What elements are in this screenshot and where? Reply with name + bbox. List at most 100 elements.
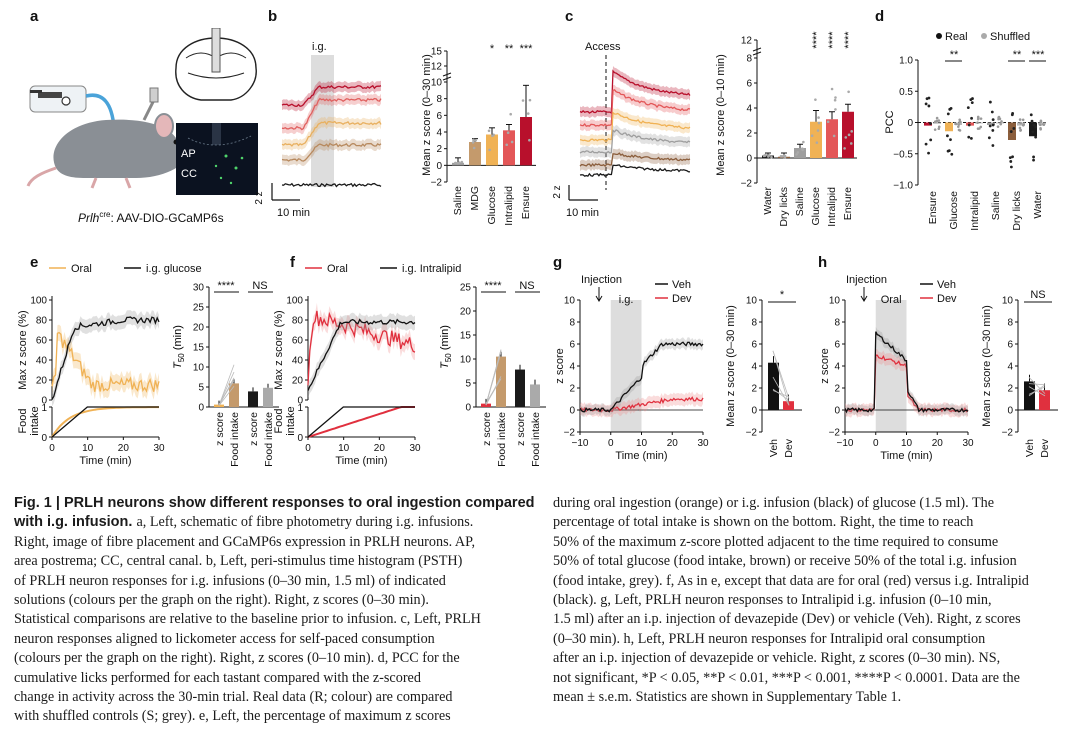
data-point bbox=[528, 98, 532, 102]
category-label: Food intake bbox=[229, 412, 241, 467]
category-label: Glucose bbox=[810, 187, 822, 226]
y-tick-label: 0 bbox=[465, 403, 471, 414]
category-label: Ensure bbox=[520, 186, 532, 219]
annotation-access: Access bbox=[585, 41, 621, 53]
veh-trace-sem-band bbox=[845, 326, 968, 417]
category-label: Water bbox=[762, 187, 774, 215]
data-point-real bbox=[929, 138, 933, 142]
y-tick-label: 8 bbox=[436, 94, 442, 105]
data-point-real bbox=[947, 149, 951, 153]
caption-line: of PRLH neuron responses for i.g. infusi… bbox=[14, 572, 446, 589]
data-point bbox=[510, 140, 514, 144]
y-tick-label: 15 bbox=[431, 47, 443, 58]
y-tick-label: 2 bbox=[746, 129, 752, 140]
caption-line: (colours per the graph on the right). Ri… bbox=[14, 650, 460, 667]
data-point-real bbox=[1010, 113, 1014, 117]
y-tick-label: 0 bbox=[1007, 406, 1013, 417]
y-tick-label: 6 bbox=[751, 340, 757, 351]
data-point-shuffled bbox=[1022, 123, 1025, 126]
y-tick-label: 10 bbox=[1002, 296, 1014, 307]
scalebar-y-label: 2 z bbox=[254, 191, 265, 204]
category-label: Veh bbox=[1024, 439, 1036, 457]
bar-glucose bbox=[486, 134, 498, 166]
category-label: Saline bbox=[452, 186, 464, 215]
caption-line: solutions (colours per the graph on the … bbox=[14, 592, 429, 609]
oral-trace bbox=[51, 331, 160, 393]
paired-line bbox=[1028, 377, 1046, 394]
bar-ensure bbox=[520, 117, 532, 166]
legend-shuffled-dot bbox=[981, 33, 987, 39]
paired-line bbox=[772, 350, 790, 406]
y-tick-label: 100 bbox=[30, 296, 47, 307]
y-tick-label: 80 bbox=[292, 316, 304, 327]
data-point-real bbox=[1009, 160, 1013, 163]
x-axis-label: Time (min) bbox=[880, 450, 932, 462]
psth-trace-sem-band bbox=[282, 80, 381, 112]
y-tick-label: 0 bbox=[41, 396, 47, 407]
legend-veh: Veh bbox=[937, 279, 956, 291]
injection-arrow-icon bbox=[860, 287, 868, 302]
y-tick-label: 8 bbox=[1007, 318, 1013, 329]
y-axis-label: Max z score (%) bbox=[17, 310, 29, 389]
data-point-shuffled bbox=[1018, 118, 1022, 121]
annotation-ig: i.g. bbox=[312, 41, 327, 53]
data-point bbox=[834, 108, 837, 111]
y-tick-label: 1 bbox=[41, 403, 47, 414]
axis-break bbox=[442, 72, 452, 77]
data-point bbox=[491, 134, 494, 138]
y-tick-label: 25 bbox=[193, 303, 205, 314]
category-label: Intralipid bbox=[969, 191, 981, 231]
bar-shuffled bbox=[1038, 122, 1046, 125]
y-tick-label: 80 bbox=[36, 316, 48, 327]
mouse-icon bbox=[26, 87, 196, 189]
oral-intake-curve bbox=[51, 406, 159, 438]
bar-shuffled bbox=[996, 122, 1004, 124]
data-point bbox=[847, 133, 851, 137]
category-label: Water bbox=[1032, 191, 1044, 219]
category-label: Saline bbox=[990, 191, 1002, 220]
category-label: Dry licks bbox=[1011, 191, 1023, 231]
caption-line: (0–30 min). h, Left, PRLH neuron respons… bbox=[553, 630, 986, 647]
panel-label-c: c bbox=[565, 8, 574, 25]
oral-intake-curve bbox=[307, 406, 415, 438]
category-label: Dry licks bbox=[778, 187, 790, 227]
x-tick-label: 20 bbox=[667, 438, 679, 449]
bar-dev bbox=[783, 401, 794, 410]
paired-line bbox=[218, 385, 235, 406]
data-point bbox=[815, 141, 819, 144]
category-label: z score bbox=[515, 412, 527, 446]
y-tick-label: 0 bbox=[746, 154, 752, 165]
axis-break bbox=[752, 51, 762, 56]
y-axis-label-2: Food bbox=[17, 408, 29, 433]
data-point-shuffled bbox=[1042, 123, 1045, 126]
legend-real: Real bbox=[945, 31, 968, 43]
data-point-real bbox=[990, 110, 994, 114]
x-tick-label: −10 bbox=[572, 438, 589, 449]
category-label: z score bbox=[481, 412, 493, 446]
oral-trace bbox=[307, 310, 416, 386]
data-point-shuffled bbox=[996, 125, 1000, 128]
data-point-real bbox=[1030, 119, 1034, 123]
data-point bbox=[816, 129, 820, 132]
y-tick-label: 6 bbox=[1007, 340, 1013, 351]
bar-mdg bbox=[469, 142, 481, 166]
category-label: MDG bbox=[469, 186, 481, 211]
data-point bbox=[832, 134, 836, 138]
caption-line: mean ± s.e.m. Statistics are shown in Su… bbox=[553, 689, 902, 706]
y-tick-label: 10 bbox=[564, 296, 576, 307]
y-axis-label: Mean z score (0–30 min) bbox=[725, 305, 737, 427]
brain-section-icon bbox=[175, 28, 257, 101]
data-point-real bbox=[927, 104, 931, 108]
data-point-real bbox=[966, 106, 970, 110]
caption-line: (food intake, grey). f, As in e, except … bbox=[553, 572, 1029, 589]
data-point-real bbox=[1034, 125, 1038, 129]
caption-line: change in activity across the 30-min tri… bbox=[14, 689, 453, 706]
data-point bbox=[472, 146, 476, 150]
y-tick-label: 0 bbox=[41, 433, 47, 444]
lick-trace bbox=[579, 89, 691, 127]
y-axis-label: z score bbox=[554, 348, 566, 383]
data-point bbox=[810, 134, 814, 138]
y-tick-label: 30 bbox=[193, 283, 205, 294]
data-point-shuffled bbox=[1039, 127, 1042, 131]
